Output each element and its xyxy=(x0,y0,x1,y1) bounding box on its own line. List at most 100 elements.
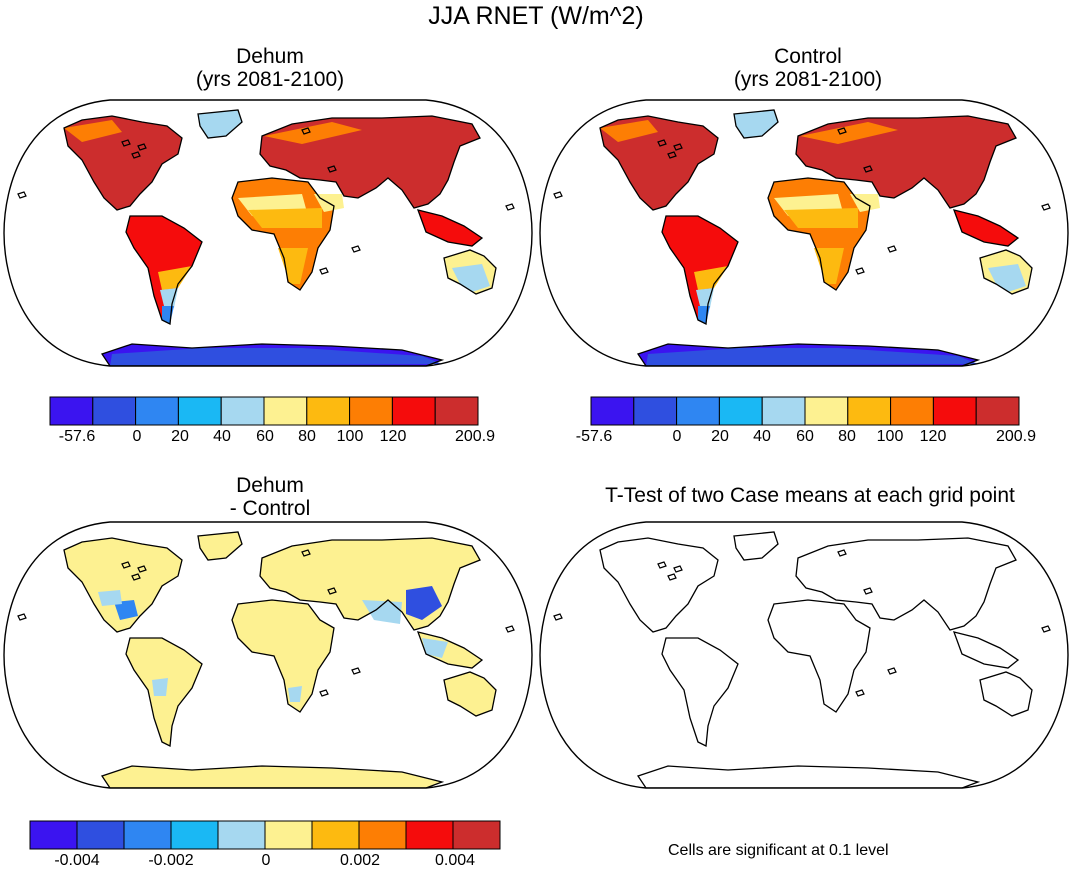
colorbar-cell xyxy=(590,396,635,426)
colorbar-cell xyxy=(311,820,360,850)
colorbar-tick: 0.004 xyxy=(434,852,476,869)
island-outline xyxy=(887,245,897,253)
anomaly-china xyxy=(406,586,442,620)
s-america-south xyxy=(696,288,714,308)
antarctica-edge xyxy=(646,348,978,366)
island-outline xyxy=(667,573,677,581)
colorbar-tick: 120 xyxy=(379,428,407,445)
island-outline xyxy=(1041,203,1051,211)
coastline-namerica xyxy=(63,537,183,633)
map-boundary xyxy=(539,521,1069,789)
coastline-antarctica xyxy=(636,343,981,366)
coastline-eurasia xyxy=(795,115,1017,209)
anomaly-us-east xyxy=(114,600,138,620)
s-america-south xyxy=(160,288,178,308)
island-outline xyxy=(863,587,873,595)
panel-title-line1: T-Test of two Case means at each grid po… xyxy=(605,484,1015,507)
coastline-africa xyxy=(767,599,871,713)
island-outline xyxy=(17,191,27,199)
land-fill-seasia xyxy=(418,210,482,246)
land-fill-samerica xyxy=(126,216,202,324)
colorbar-tick: -0.002 xyxy=(148,852,194,869)
island-outline xyxy=(327,165,337,173)
island-outline xyxy=(855,267,865,275)
colorbar-tick: 120 xyxy=(919,428,947,445)
sahel-band xyxy=(784,208,858,228)
island-outline xyxy=(505,625,515,633)
colorbar-cell xyxy=(434,396,479,426)
anomaly-africa xyxy=(288,686,302,702)
colorbar-cell xyxy=(92,396,137,426)
colorbar-cell xyxy=(847,396,892,426)
colorbar-tick: 60 xyxy=(796,428,814,445)
island-outline xyxy=(351,667,361,675)
colorbar-tick: 80 xyxy=(298,428,316,445)
colorbar-cell xyxy=(49,396,94,426)
coastline-seasia xyxy=(952,631,1020,669)
panel-title-line2: (yrs 2081-2100) xyxy=(195,68,345,91)
land-fill-australia xyxy=(444,672,496,716)
map-dehum xyxy=(3,99,533,367)
colorbar-cell xyxy=(633,396,678,426)
island-outline xyxy=(121,139,131,147)
panel-title-control: Control (yrs 2081-2100) xyxy=(668,45,948,91)
island-outline xyxy=(673,565,683,573)
coastline-namerica xyxy=(599,115,719,211)
colorbar-tick: 0 xyxy=(672,428,682,445)
colorbar-tick: 0.002 xyxy=(339,852,381,869)
coastline-australia xyxy=(443,671,497,717)
colorbar-tick: 40 xyxy=(213,428,231,445)
coastline-greenland xyxy=(733,531,779,561)
canada-north xyxy=(600,120,658,142)
coastline-greenland xyxy=(197,531,243,561)
land-fill-africa xyxy=(232,600,334,712)
coastline-eurasia xyxy=(259,115,481,209)
coastline-greenland xyxy=(733,109,779,139)
s-africa-band xyxy=(278,248,308,284)
coastline-samerica xyxy=(125,637,203,748)
figure-title: JJA RNET (W/m^2) xyxy=(428,2,644,30)
panel-title-line1: Dehum xyxy=(236,45,304,68)
colorbar-tick: -57.6 xyxy=(58,428,96,445)
colorbar-tick: -0.004 xyxy=(54,852,100,869)
panel-title-diff: Dehum - Control xyxy=(130,474,410,520)
colorbar-cell xyxy=(890,396,934,426)
colorbar-tick: 200.9 xyxy=(995,428,1037,445)
island-outline xyxy=(319,689,329,697)
island-outline xyxy=(131,573,141,581)
island-outline xyxy=(505,203,515,211)
panel-title-line1: Dehum xyxy=(236,474,304,497)
coastline-seasia xyxy=(416,631,484,669)
canada-north xyxy=(64,120,122,142)
map-dehum-minus-control xyxy=(3,521,533,789)
colorbar-cell xyxy=(975,396,1020,426)
island-outline xyxy=(327,587,337,595)
island-outline xyxy=(657,561,667,569)
island-outline xyxy=(131,151,141,159)
coastline-australia xyxy=(979,249,1033,295)
panel-title-line2: - Control xyxy=(229,497,311,520)
panel-title-dehum: Dehum (yrs 2081-2100) xyxy=(130,45,410,91)
coastline-africa xyxy=(767,177,871,291)
island-outline xyxy=(553,191,563,199)
colorbar-dehum xyxy=(49,396,479,426)
colorbar-cell xyxy=(804,396,849,426)
map-content xyxy=(17,531,515,788)
colorbar-cell xyxy=(263,396,308,426)
land-fill-namerica xyxy=(600,116,718,210)
coastline-antarctica xyxy=(636,765,981,788)
colorbar-control xyxy=(590,396,1020,426)
colorbar-cell xyxy=(135,396,179,426)
map-boundary xyxy=(3,99,533,367)
panel-title-ttest: T-Test of two Case means at each grid po… xyxy=(540,484,1072,507)
colorbar-cell xyxy=(452,820,501,850)
island-outline xyxy=(667,151,677,159)
map-content xyxy=(553,109,1051,366)
island-outline xyxy=(1041,625,1051,633)
coastline-greenland xyxy=(197,109,243,139)
colorbar-tick: 200.9 xyxy=(454,428,496,445)
colorbar-tick: 0 xyxy=(261,852,271,869)
colorbar-tick: 0 xyxy=(132,428,142,445)
island-outline xyxy=(657,139,667,147)
land-fill-namerica xyxy=(64,116,182,210)
